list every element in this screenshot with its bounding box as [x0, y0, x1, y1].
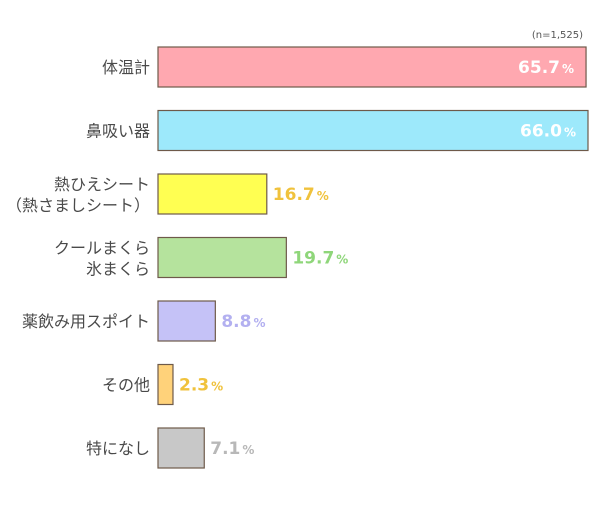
data-label-unit: % [211, 380, 223, 394]
data-label-unit: % [336, 253, 348, 267]
data-label-unit: % [317, 189, 329, 203]
data-label-unit: % [253, 316, 265, 330]
data-label-value: 16.7 [273, 185, 315, 205]
category-label: 鼻吸い器 [86, 122, 150, 141]
data-label-value: 2.3 [179, 376, 209, 396]
data-label: 66.0% [520, 122, 576, 142]
bar [157, 173, 268, 215]
data-label: 7.1% [210, 439, 254, 459]
data-label: 16.7% [273, 185, 329, 205]
data-label-value: 19.7 [292, 249, 334, 269]
data-label-unit: % [564, 126, 576, 140]
category-label: 薬飲み用スポイト [22, 312, 150, 331]
category-label: 熱ひえシート [54, 175, 150, 194]
category-label: その他 [102, 376, 150, 395]
data-label-value: 8.8 [221, 312, 251, 332]
bar [157, 46, 587, 88]
data-label: 8.8% [221, 312, 265, 332]
category-label: クールまくら [54, 239, 150, 258]
bar [157, 363, 174, 406]
data-label-value: 7.1 [210, 439, 240, 459]
data-label-value: 65.7 [518, 58, 560, 78]
data-label-unit: % [242, 443, 254, 457]
data-label-value: 66.0 [520, 122, 562, 142]
category-label: 氷まくら [86, 260, 150, 279]
category-label: （熱さましシート） [6, 196, 150, 215]
bar [157, 236, 287, 279]
data-label: 65.7% [518, 58, 574, 78]
bar [157, 427, 205, 469]
bar [157, 109, 589, 152]
bar [157, 300, 216, 342]
category-label: 特になし [86, 439, 150, 458]
category-label: 体温計 [102, 58, 150, 77]
data-label-unit: % [562, 62, 574, 76]
sample-size-note: (n=1,525) [532, 30, 583, 41]
data-label: 19.7% [292, 249, 348, 269]
data-label: 2.3% [179, 376, 223, 396]
